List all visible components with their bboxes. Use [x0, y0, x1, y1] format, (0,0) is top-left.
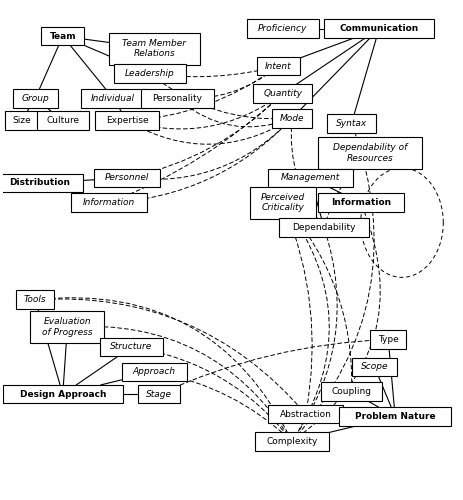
- FancyBboxPatch shape: [113, 64, 186, 83]
- FancyArrowPatch shape: [325, 155, 368, 225]
- Text: Scope: Scope: [361, 362, 388, 372]
- FancyBboxPatch shape: [318, 194, 404, 212]
- FancyArrowPatch shape: [157, 372, 290, 440]
- FancyBboxPatch shape: [318, 137, 422, 169]
- FancyBboxPatch shape: [253, 84, 313, 102]
- FancyBboxPatch shape: [257, 56, 300, 76]
- Text: Dependability: Dependability: [292, 223, 356, 232]
- Text: Evaluation
of Progress: Evaluation of Progress: [42, 318, 93, 337]
- FancyBboxPatch shape: [339, 408, 451, 426]
- Text: Group: Group: [21, 94, 49, 103]
- Text: Abstraction: Abstraction: [280, 410, 332, 418]
- FancyArrowPatch shape: [294, 206, 380, 440]
- FancyBboxPatch shape: [94, 168, 160, 187]
- Text: Individual: Individual: [91, 94, 135, 103]
- FancyArrowPatch shape: [284, 205, 329, 439]
- FancyBboxPatch shape: [352, 358, 397, 376]
- FancyBboxPatch shape: [321, 382, 382, 401]
- Text: Tools: Tools: [24, 295, 47, 304]
- Text: Size: Size: [12, 116, 31, 125]
- FancyBboxPatch shape: [250, 187, 316, 219]
- FancyArrowPatch shape: [38, 299, 304, 412]
- FancyBboxPatch shape: [37, 112, 88, 130]
- Text: Complexity: Complexity: [266, 437, 318, 446]
- Text: Problem Nature: Problem Nature: [355, 412, 436, 421]
- FancyArrowPatch shape: [294, 126, 374, 440]
- Text: Management: Management: [281, 174, 340, 182]
- FancyBboxPatch shape: [31, 311, 104, 343]
- FancyArrowPatch shape: [294, 230, 337, 439]
- Text: Expertise: Expertise: [106, 116, 148, 125]
- Text: Team: Team: [50, 32, 76, 40]
- FancyArrowPatch shape: [152, 75, 289, 119]
- FancyArrowPatch shape: [70, 326, 290, 439]
- FancyArrowPatch shape: [38, 298, 291, 439]
- FancyArrowPatch shape: [130, 68, 276, 120]
- Text: Stage: Stage: [146, 390, 172, 398]
- FancyBboxPatch shape: [16, 290, 54, 309]
- FancyBboxPatch shape: [41, 27, 84, 46]
- FancyBboxPatch shape: [268, 168, 353, 187]
- FancyBboxPatch shape: [268, 405, 344, 423]
- FancyBboxPatch shape: [122, 362, 187, 381]
- FancyBboxPatch shape: [370, 330, 406, 349]
- FancyBboxPatch shape: [100, 338, 163, 356]
- Text: Culture: Culture: [46, 116, 79, 125]
- FancyBboxPatch shape: [81, 89, 146, 108]
- Text: Type: Type: [378, 335, 399, 344]
- Text: Distribution: Distribution: [9, 178, 70, 188]
- FancyArrowPatch shape: [130, 95, 281, 129]
- FancyBboxPatch shape: [95, 112, 159, 130]
- FancyArrowPatch shape: [284, 206, 312, 412]
- FancyBboxPatch shape: [255, 432, 329, 450]
- Text: Information: Information: [82, 198, 135, 207]
- FancyBboxPatch shape: [138, 385, 180, 404]
- FancyArrowPatch shape: [130, 96, 281, 178]
- FancyArrowPatch shape: [129, 120, 290, 144]
- FancyBboxPatch shape: [272, 109, 312, 128]
- FancyArrowPatch shape: [111, 96, 281, 202]
- FancyBboxPatch shape: [279, 218, 369, 237]
- FancyArrowPatch shape: [112, 120, 290, 202]
- Text: Design Approach: Design Approach: [19, 390, 106, 398]
- FancyBboxPatch shape: [247, 20, 319, 38]
- FancyBboxPatch shape: [109, 32, 200, 64]
- FancyArrowPatch shape: [180, 68, 276, 98]
- FancyBboxPatch shape: [3, 385, 123, 404]
- Text: Coupling: Coupling: [332, 387, 372, 396]
- Text: Communication: Communication: [339, 24, 419, 33]
- Text: Syntax: Syntax: [336, 118, 367, 128]
- Text: Dependability of
Resources: Dependability of Resources: [333, 144, 407, 163]
- Text: Intent: Intent: [265, 62, 292, 70]
- FancyBboxPatch shape: [141, 89, 214, 108]
- Text: Mode: Mode: [280, 114, 304, 122]
- Text: Perceived
Criticality: Perceived Criticality: [261, 193, 305, 212]
- Text: Proficiency: Proficiency: [258, 24, 307, 33]
- FancyArrowPatch shape: [180, 100, 289, 127]
- Text: Structure: Structure: [110, 342, 153, 351]
- FancyBboxPatch shape: [324, 20, 434, 38]
- Text: Leadership: Leadership: [125, 69, 175, 78]
- Text: Approach: Approach: [133, 368, 176, 376]
- Text: Personnel: Personnel: [105, 174, 149, 182]
- FancyArrowPatch shape: [162, 340, 386, 393]
- FancyArrowPatch shape: [285, 205, 352, 389]
- FancyArrowPatch shape: [153, 66, 275, 76]
- FancyBboxPatch shape: [327, 114, 376, 132]
- Text: Personality: Personality: [152, 94, 202, 103]
- FancyBboxPatch shape: [5, 112, 38, 130]
- Text: Information: Information: [331, 198, 391, 207]
- FancyArrowPatch shape: [291, 121, 322, 226]
- Text: Quantity: Quantity: [263, 89, 302, 98]
- FancyBboxPatch shape: [0, 174, 83, 192]
- FancyArrowPatch shape: [130, 120, 290, 180]
- FancyBboxPatch shape: [71, 194, 147, 212]
- FancyArrowPatch shape: [134, 348, 290, 439]
- Text: Team Member
Relations: Team Member Relations: [123, 39, 187, 58]
- FancyBboxPatch shape: [13, 89, 57, 108]
